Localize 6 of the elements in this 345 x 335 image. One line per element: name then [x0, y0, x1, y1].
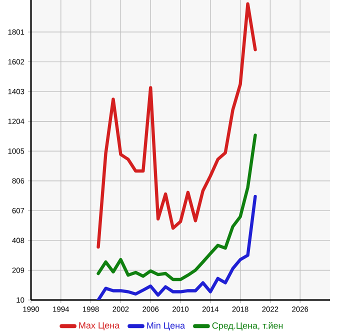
line-series	[96, 2, 257, 249]
line-series	[96, 134, 257, 282]
legend-label: Min Цена	[147, 322, 186, 330]
legend-label: Max Цена	[79, 322, 120, 330]
legend-label: Сред.Цена, т.йен	[212, 322, 283, 331]
line-series	[96, 194, 257, 300]
